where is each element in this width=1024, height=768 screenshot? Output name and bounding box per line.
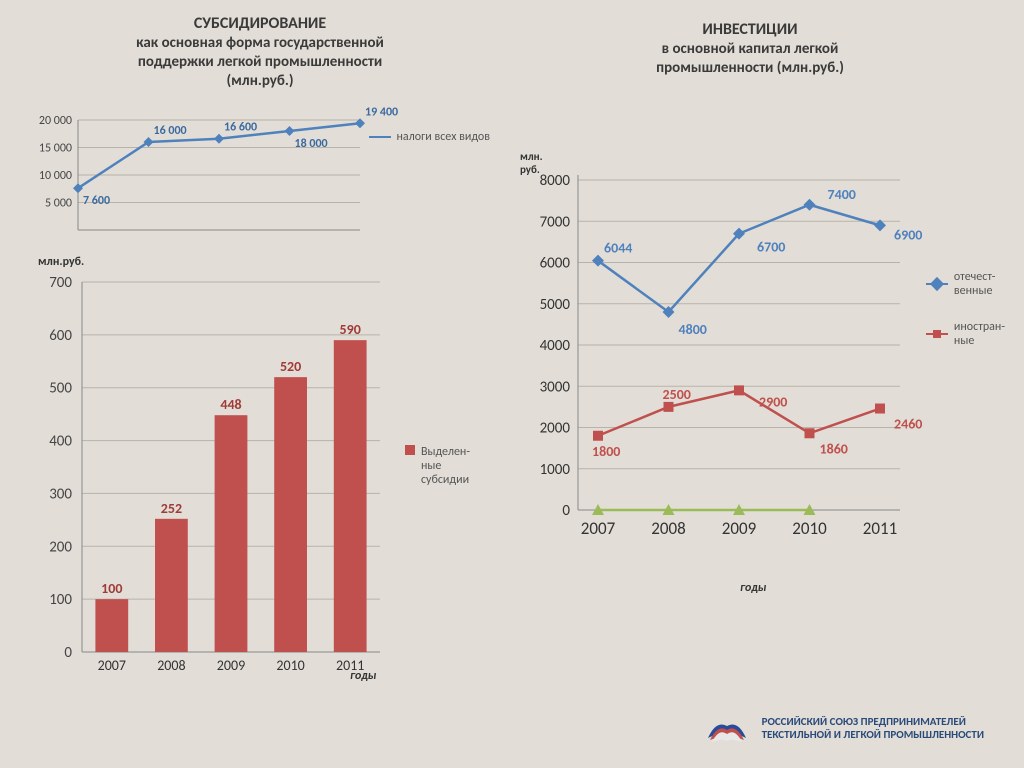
svg-text:0: 0	[64, 644, 72, 662]
svg-text:4000: 4000	[540, 337, 571, 355]
taxes-line-chart: 5 000 10 000 15 000 20 000 7 600 16 000 16 600…	[20, 105, 500, 240]
subsidies-legend-label: Выделен- ные субсидии	[421, 445, 470, 487]
foreign-legend-label: иностран- ные	[954, 320, 1005, 348]
svg-text:15 000: 15 000	[39, 142, 72, 156]
subsidies-legend: Выделен- ные субсидии	[405, 445, 470, 487]
svg-text:252: 252	[161, 500, 182, 517]
svg-text:7400: 7400	[828, 186, 856, 203]
svg-text:0: 0	[562, 502, 570, 520]
svg-text:2000: 2000	[540, 420, 571, 438]
svg-text:1800: 1800	[592, 443, 620, 460]
svg-text:500: 500	[49, 380, 72, 398]
svg-text:6000: 6000	[540, 255, 571, 273]
taxes-legend-label: налоги всех видов	[397, 130, 491, 144]
svg-text:16 600: 16 600	[224, 121, 257, 135]
svg-text:100: 100	[49, 591, 72, 609]
svg-text:2011: 2011	[863, 518, 897, 539]
footer-organization: РОССИЙСКИЙ СОЮЗ ПРЕДПРИНИМАТЕЛЕЙ ТЕКСТИЛ…	[704, 708, 984, 748]
foreign-legend: иностран- ные	[926, 320, 1005, 348]
svg-text:1860: 1860	[820, 440, 848, 457]
svg-text:2009: 2009	[217, 657, 245, 674]
svg-text:19 400: 19 400	[365, 105, 398, 119]
svg-text:7 600: 7 600	[83, 194, 110, 208]
domestic-legend-label: отечест- венные	[954, 270, 996, 298]
diamond-marker-icon	[926, 283, 948, 285]
svg-text:20 000: 20 000	[39, 114, 72, 128]
svg-text:5 000: 5 000	[45, 197, 72, 211]
svg-text:448: 448	[220, 396, 241, 413]
svg-text:2460: 2460	[894, 416, 922, 433]
subsidies-bar-chart: млн.руб. 0 100 200 300 400 500 600 700 100 2007 25…	[20, 255, 500, 685]
svg-text:590: 590	[340, 321, 361, 338]
svg-text:2009: 2009	[722, 518, 757, 539]
left-title-line3: поддержки легкой промышленности	[60, 53, 460, 72]
svg-text:2007: 2007	[581, 518, 616, 539]
svg-text:6044: 6044	[604, 240, 632, 257]
svg-text:600: 600	[49, 327, 72, 345]
diamond-marker-icon	[369, 136, 391, 138]
inv-x-axis-title: годы	[740, 581, 766, 595]
right-title-line1: ИНВЕСТИЦИИ	[560, 20, 940, 40]
right-chart-title: ИНВЕСТИЦИИ в основной капитал легкой про…	[560, 20, 940, 78]
svg-text:700: 700	[49, 274, 72, 292]
svg-text:520: 520	[280, 358, 301, 375]
square-marker-icon	[926, 333, 948, 335]
organization-name: РОССИЙСКИЙ СОЮЗ ПРЕДПРИНИМАТЕЛЕЙ ТЕКСТИЛ…	[762, 715, 984, 741]
svg-text:2007: 2007	[98, 657, 126, 674]
svg-text:2900: 2900	[759, 393, 787, 410]
svg-text:7000: 7000	[540, 213, 571, 231]
taxes-line-svg: 5 000 10 000 15 000 20 000 7 600 16 000 16 600…	[20, 105, 500, 240]
svg-text:2500: 2500	[663, 386, 691, 403]
left-title-line1: СУБСИДИРОВАНИЕ	[60, 14, 460, 34]
svg-text:3000: 3000	[540, 378, 571, 396]
svg-text:8000: 8000	[540, 172, 571, 190]
svg-text:2010: 2010	[276, 657, 304, 674]
svg-text:6900: 6900	[894, 226, 922, 243]
svg-text:6700: 6700	[757, 239, 785, 256]
svg-text:300: 300	[49, 485, 72, 503]
domestic-legend: отечест- венные	[926, 270, 1005, 298]
svg-text:4800: 4800	[679, 321, 707, 338]
svg-text:2008: 2008	[157, 657, 185, 674]
taxes-legend: налоги всех видов	[369, 130, 491, 144]
svg-text:10 000: 10 000	[39, 169, 72, 183]
organization-logo-icon	[704, 708, 750, 748]
right-title-line3: промышленности (млн.руб.)	[560, 59, 940, 78]
bar-x-axis-title: годы	[350, 669, 376, 683]
svg-text:200: 200	[49, 538, 72, 556]
bar-y-axis-title: млн.руб.	[38, 255, 84, 269]
investments-legend: отечест- венные иностран- ные	[926, 270, 1005, 348]
svg-text:400: 400	[49, 433, 72, 451]
investments-line-svg: 0 1000 2000 3000 4000 5000 6000 7000 8000 2007 200…	[520, 170, 1010, 580]
left-chart-title: СУБСИДИРОВАНИЕ как основная форма госуда…	[60, 14, 460, 90]
square-marker-icon	[405, 445, 415, 455]
svg-text:5000: 5000	[540, 296, 571, 314]
svg-text:18 000: 18 000	[295, 137, 328, 151]
svg-text:1000: 1000	[540, 461, 571, 479]
right-title-line2: в основной капитал легкой	[560, 40, 940, 59]
left-title-line2: как основная форма государственной	[60, 34, 460, 53]
svg-text:2010: 2010	[792, 518, 827, 539]
svg-text:2008: 2008	[651, 518, 685, 539]
svg-text:100: 100	[101, 580, 122, 597]
investments-line-chart: млн. руб. 0 1000 2000 3000 4000 5000 6000 7000 8…	[520, 150, 1010, 590]
svg-text:16 000: 16 000	[154, 124, 187, 138]
left-title-line4: (млн.руб.)	[60, 72, 460, 91]
inv-y-axis-title: млн. руб.	[520, 150, 543, 176]
